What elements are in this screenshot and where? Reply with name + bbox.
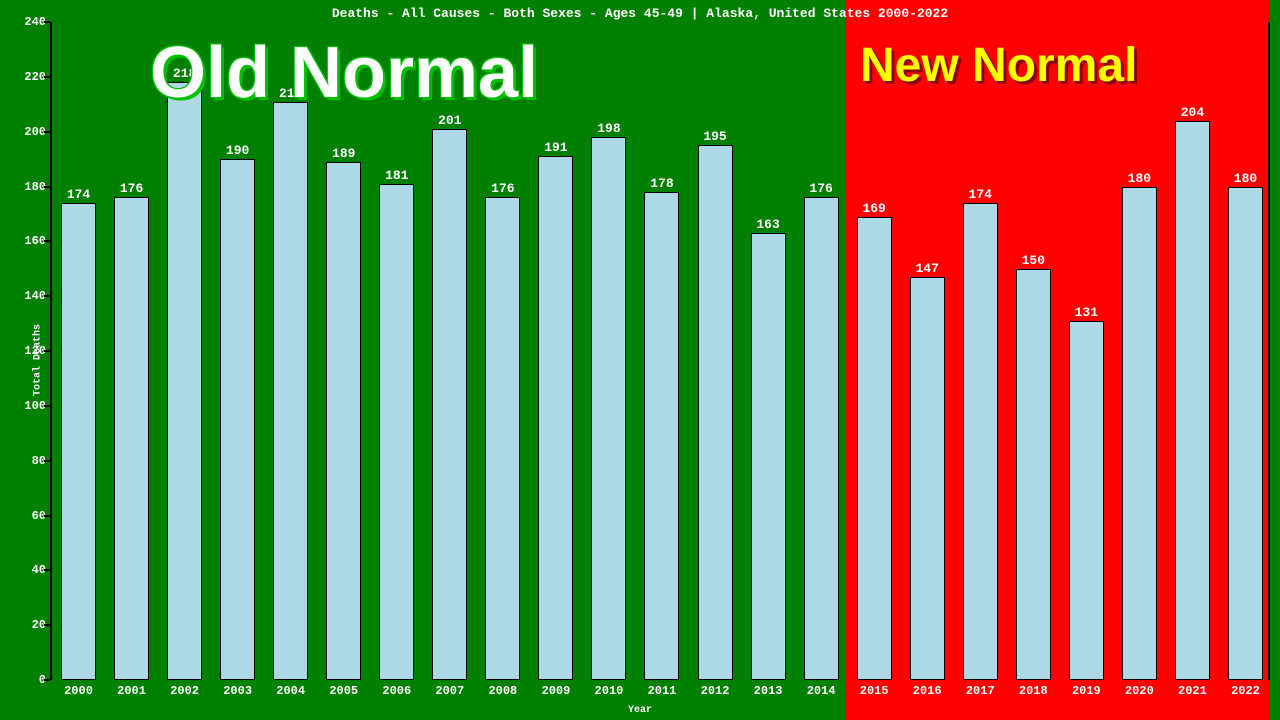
x-tick-label: 2007 (435, 684, 464, 698)
bar: 131 (1069, 321, 1104, 680)
bar-value-label: 174 (62, 187, 95, 202)
bar: 180 (1122, 187, 1157, 681)
x-tick-label: 2003 (223, 684, 252, 698)
x-tick-label: 2013 (754, 684, 783, 698)
y-tick-mark (44, 240, 50, 242)
bar-value-label: 189 (327, 146, 360, 161)
x-tick-label: 2011 (648, 684, 677, 698)
y-tick-mark (44, 350, 50, 352)
x-tick-label: 2015 (860, 684, 889, 698)
y-tick-mark (44, 679, 50, 681)
bar-value-label: 174 (964, 187, 997, 202)
annotation-new-normal: New Normal (860, 38, 1137, 93)
x-tick-label: 2016 (913, 684, 942, 698)
bar-value-label: 176 (115, 181, 148, 196)
bar: 147 (910, 277, 945, 680)
bar: 198 (591, 137, 626, 680)
x-tick-label: 2001 (117, 684, 146, 698)
y-tick-label: 140 (24, 289, 46, 303)
y-tick-label: 240 (24, 15, 46, 29)
bar: 176 (804, 197, 839, 680)
bar: 181 (379, 184, 414, 680)
bar: 211 (273, 102, 308, 680)
x-tick-label: 2021 (1178, 684, 1207, 698)
bar-value-label: 150 (1017, 253, 1050, 268)
bar-value-label: 163 (752, 217, 785, 232)
x-tick-label: 2010 (595, 684, 624, 698)
x-tick-label: 2002 (170, 684, 199, 698)
x-tick-label: 2020 (1125, 684, 1154, 698)
bar-value-label: 191 (539, 140, 572, 155)
bar: 178 (644, 192, 679, 680)
y-tick-mark (44, 76, 50, 78)
y-tick-mark (44, 186, 50, 188)
bar-value-label: 204 (1176, 105, 1209, 120)
x-tick-label: 2019 (1072, 684, 1101, 698)
x-tick-label: 2012 (701, 684, 730, 698)
x-tick-label: 2014 (807, 684, 836, 698)
bar-value-label: 201 (433, 113, 466, 128)
bar-value-label: 180 (1229, 171, 1262, 186)
bar-value-label: 131 (1070, 305, 1103, 320)
y-tick-label: 180 (24, 180, 46, 194)
bar-value-label: 169 (858, 201, 891, 216)
chart-title: Deaths - All Causes - Both Sexes - Ages … (0, 6, 1280, 21)
y-tick-label: 160 (24, 234, 46, 248)
bar-value-label: 198 (592, 121, 625, 136)
y-tick-mark (44, 515, 50, 517)
y-tick-mark (44, 295, 50, 297)
plot-area: 1742000176200121820021902003211200418920… (50, 22, 1270, 680)
y-axis-label: Total Deaths (33, 324, 44, 396)
y-tick-label: 100 (24, 399, 46, 413)
y-tick-mark (44, 569, 50, 571)
x-tick-label: 2008 (488, 684, 517, 698)
bar-value-label: 176 (486, 181, 519, 196)
x-tick-label: 2004 (276, 684, 305, 698)
bar-value-label: 195 (699, 129, 732, 144)
x-axis-label: Year (0, 705, 1280, 716)
bar: 190 (220, 159, 255, 680)
bar: 204 (1175, 121, 1210, 680)
x-tick-label: 2022 (1231, 684, 1260, 698)
bar: 150 (1016, 269, 1051, 680)
y-tick-mark (44, 21, 50, 23)
x-tick-label: 2000 (64, 684, 93, 698)
x-tick-label: 2018 (1019, 684, 1048, 698)
y-tick-label: 220 (24, 70, 46, 84)
bar: 218 (167, 82, 202, 680)
y-tick-mark (44, 624, 50, 626)
x-tick-label: 2005 (329, 684, 358, 698)
x-tick-label: 2009 (542, 684, 571, 698)
bar: 174 (61, 203, 96, 680)
bar: 169 (857, 217, 892, 680)
bar-value-label: 147 (911, 261, 944, 276)
bar: 163 (751, 233, 786, 680)
bar: 174 (963, 203, 998, 680)
bar-value-label: 190 (221, 143, 254, 158)
y-tick-mark (44, 405, 50, 407)
bar: 189 (326, 162, 361, 680)
bar: 176 (114, 197, 149, 680)
bar: 180 (1228, 187, 1263, 681)
bar: 195 (698, 145, 733, 680)
y-tick-label: 200 (24, 125, 46, 139)
bar: 191 (538, 156, 573, 680)
bar-value-label: 181 (380, 168, 413, 183)
bar: 201 (432, 129, 467, 680)
bar-value-label: 176 (805, 181, 838, 196)
bar-value-label: 180 (1123, 171, 1156, 186)
x-tick-label: 2006 (382, 684, 411, 698)
y-tick-mark (44, 460, 50, 462)
x-tick-label: 2017 (966, 684, 995, 698)
y-tick-mark (44, 131, 50, 133)
annotation-old-normal: Old Normal (150, 32, 538, 114)
bar: 176 (485, 197, 520, 680)
bar-value-label: 178 (645, 176, 678, 191)
y-tick-label: 120 (24, 344, 46, 358)
